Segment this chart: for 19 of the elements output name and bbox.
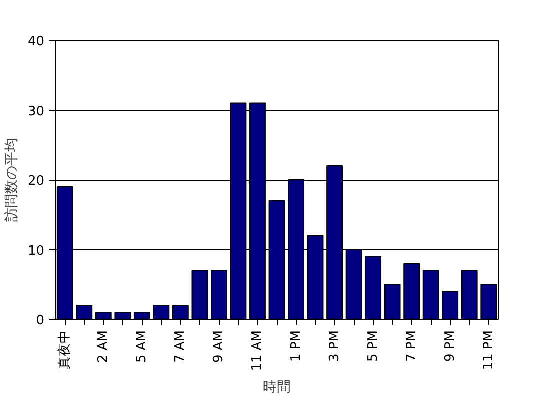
y-tick-label: 10 <box>28 244 45 259</box>
x-tick-label: 7 PM <box>404 330 420 362</box>
x-tick-label: 3 PM <box>327 330 342 362</box>
y-tick-label: 20 <box>28 174 45 189</box>
y-tick-label: 0 <box>36 314 45 328</box>
x-tick-label: 7 AM <box>173 330 188 364</box>
x-tick-label: 11 PM <box>481 330 496 370</box>
y-tick-label: 30 <box>28 104 45 120</box>
x-tick-label: 9 AM <box>212 330 227 364</box>
x-tick-label: 2 AM <box>96 330 112 364</box>
x-tick-label: 1 PM <box>288 330 304 362</box>
y-axis-title: 訪問数の平均 <box>4 138 20 222</box>
x-tick-label: 11 AM <box>250 330 266 372</box>
x-axis-title: 時間 <box>263 379 291 396</box>
x-tick-label: 真夜中 <box>56 330 73 370</box>
x-tick-label: 5 AM <box>134 330 150 364</box>
y-tick-label: 40 <box>28 34 45 50</box>
x-tick-label: 9 PM <box>442 330 458 362</box>
x-tick-label: 5 PM <box>366 330 381 362</box>
